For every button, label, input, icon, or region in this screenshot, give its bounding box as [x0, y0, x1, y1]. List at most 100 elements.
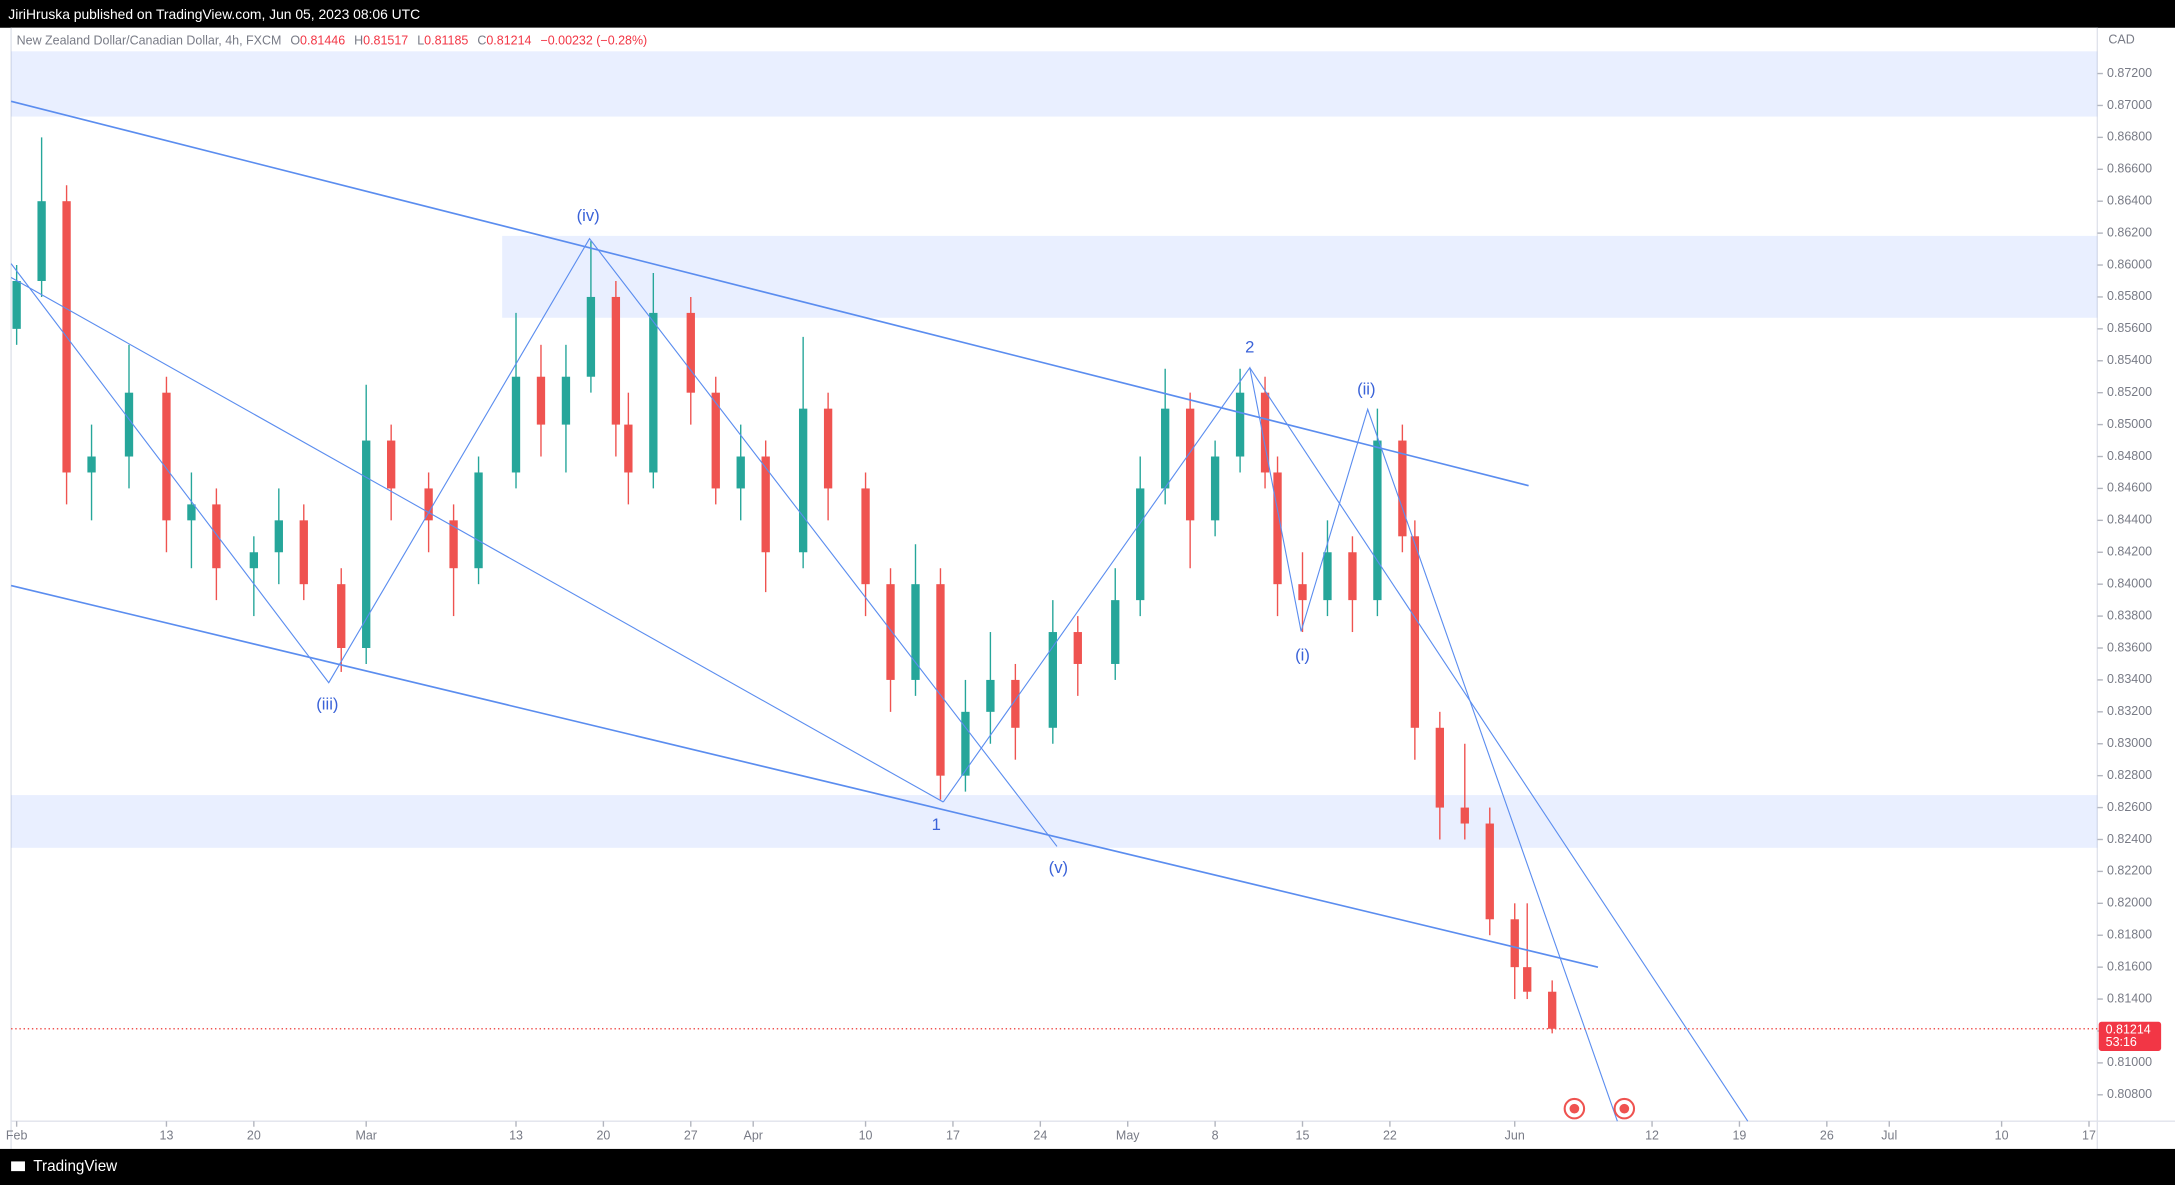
- x-tick-label: 27: [684, 1129, 698, 1143]
- y-tick-label: 0.86200: [2107, 225, 2152, 239]
- y-tick-label: 0.85200: [2107, 385, 2152, 399]
- zone: [11, 795, 2098, 848]
- symbol-legend: New Zealand Dollar/Canadian Dollar, 4h, …: [17, 34, 648, 48]
- candle-body: [611, 296, 621, 425]
- y-tick-label: 0.83600: [2107, 640, 2152, 654]
- symbol: New Zealand Dollar/Canadian Dollar, 4h, …: [17, 34, 282, 48]
- drawings: [10, 100, 1749, 1122]
- candle-body: [1435, 727, 1444, 808]
- y-tick-label: 0.83400: [2107, 672, 2152, 686]
- logo: [11, 1161, 25, 1172]
- zone: [502, 235, 2098, 318]
- candle-body: [798, 408, 808, 553]
- y-tick-label: 0.84200: [2107, 545, 2152, 559]
- y-tick-label: 0.81400: [2107, 991, 2152, 1005]
- x-tick-label: 17: [2082, 1129, 2096, 1143]
- candle-body: [337, 584, 346, 649]
- candle-body: [686, 312, 695, 393]
- x-tick-label: Jun: [1505, 1129, 1525, 1143]
- candle-body: [37, 201, 46, 281]
- x-tick-label: 26: [1820, 1129, 1834, 1143]
- candle-body: [1523, 967, 1532, 992]
- wave-label: (v): [1049, 858, 1068, 877]
- candle-body: [299, 520, 308, 585]
- candle-body: [1161, 408, 1170, 489]
- top-bar: [0, 0, 2175, 28]
- candles: [12, 137, 1557, 1034]
- candle-body: [823, 408, 833, 489]
- candle-body: [1260, 392, 1270, 473]
- candle-body: [961, 711, 970, 776]
- x-tick-label: 22: [1383, 1129, 1397, 1143]
- candle-body: [536, 376, 546, 425]
- candle-body: [861, 488, 870, 585]
- y-tick-label: 0.85800: [2107, 289, 2152, 303]
- candle-body: [87, 456, 96, 473]
- candle-body: [474, 472, 483, 569]
- open-value: 0.81446: [300, 34, 345, 48]
- event-icons: [1563, 1097, 1636, 1120]
- brand: TradingView: [33, 1158, 118, 1175]
- wave-label: 1: [932, 815, 941, 834]
- candle-body: [561, 376, 571, 425]
- candle-body: [986, 679, 995, 712]
- wave-label: 2: [1245, 338, 1254, 357]
- wave-label: (ii): [1357, 379, 1375, 398]
- candle-body: [1460, 807, 1469, 824]
- y-tick-label: 0.82800: [2107, 768, 2152, 782]
- y-tick-label: 0.81000: [2107, 1055, 2152, 1069]
- x-tick-label: Jul: [1881, 1129, 1897, 1143]
- candle-body: [711, 392, 720, 489]
- candle-body: [761, 456, 770, 553]
- candle-body: [162, 392, 171, 521]
- candle-body: [1210, 456, 1220, 521]
- candle-body: [1510, 919, 1519, 968]
- y-tick-label: 0.86400: [2107, 193, 2152, 207]
- x-tick-label: May: [1116, 1129, 1140, 1143]
- y-tick-label: 0.84400: [2107, 513, 2152, 527]
- candle-body: [249, 552, 259, 569]
- y-tick-label: 0.81600: [2107, 959, 2152, 973]
- x-tick-label: 10: [1995, 1129, 2009, 1143]
- candle-body: [886, 584, 895, 680]
- candle-body: [1410, 536, 1420, 728]
- candle-body: [1373, 440, 1382, 601]
- wave-path: [942, 366, 1618, 1122]
- price-tag-value: 0.81214: [2106, 1022, 2151, 1036]
- price-axis: 0.808000.810000.812000.814000.816000.818…: [2097, 66, 2152, 1101]
- x-tick-label: Apr: [744, 1129, 763, 1143]
- close-value: 0.81214: [486, 34, 531, 48]
- x-tick-label: 8: [1212, 1129, 1219, 1143]
- x-tick-label: 13: [509, 1129, 523, 1143]
- x-tick-label: 17: [946, 1129, 960, 1143]
- candle-body: [1323, 552, 1332, 601]
- candle-body: [736, 456, 745, 489]
- y-tick-label: 0.83800: [2107, 608, 2152, 622]
- open-key: O: [290, 34, 300, 48]
- x-tick-label: 13: [160, 1129, 174, 1143]
- y-tick-label: 0.87200: [2107, 66, 2152, 80]
- y-tick-label: 0.83200: [2107, 704, 2152, 718]
- x-tick-label: 20: [247, 1129, 261, 1143]
- low-key: L: [417, 34, 424, 48]
- candle-body: [911, 584, 920, 680]
- candle-body: [1548, 991, 1557, 1029]
- candle-body: [274, 520, 283, 553]
- wave-label: (iii): [316, 694, 338, 713]
- channel-line: [10, 584, 1599, 968]
- plot-area: [11, 27, 2098, 1122]
- x-tick-label: 12: [1645, 1129, 1659, 1143]
- candle-body: [586, 296, 596, 377]
- price-tag: [2098, 1021, 2162, 1051]
- y-tick-label: 0.84000: [2107, 576, 2152, 590]
- candle-body: [187, 504, 196, 521]
- y-tick-label: 0.82000: [2107, 896, 2152, 910]
- candle-body: [1485, 823, 1494, 920]
- wave-label: (iv): [577, 206, 600, 225]
- y-tick-label: 0.82400: [2107, 832, 2152, 846]
- x-tick-label: 19: [1733, 1129, 1747, 1143]
- y-tick-label: 0.85400: [2107, 353, 2152, 367]
- y-tick-label: 0.86800: [2107, 130, 2152, 144]
